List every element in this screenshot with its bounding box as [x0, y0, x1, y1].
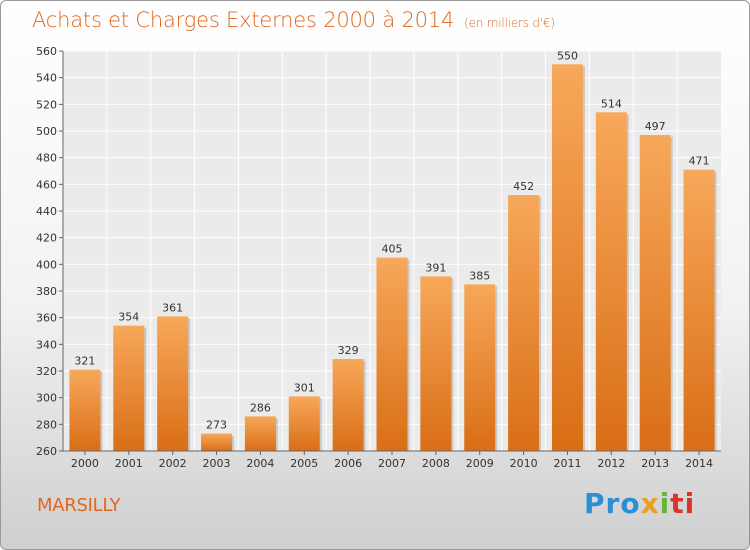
x-tick-label: 2009: [466, 457, 494, 470]
logo-part-1: Pro: [584, 487, 641, 520]
x-tick-label: 2012: [597, 457, 625, 470]
bar-2014: [683, 169, 715, 451]
data-label: 497: [645, 120, 666, 133]
data-label: 405: [382, 243, 403, 256]
x-tick-label: 2014: [685, 457, 713, 470]
data-label: 321: [74, 355, 95, 368]
y-tick-label: 560: [36, 45, 57, 58]
x-tick-label: 2010: [510, 457, 538, 470]
x-tick-label: 2005: [290, 457, 318, 470]
bar-2001: [113, 325, 145, 451]
x-tick-label: 2011: [553, 457, 581, 470]
logo-part-3: i: [659, 487, 671, 520]
logo-part-4: ti: [670, 487, 696, 520]
data-label: 471: [689, 155, 710, 168]
data-label: 301: [294, 381, 315, 394]
y-tick-label: 360: [36, 312, 57, 325]
data-label: 329: [338, 344, 359, 357]
bar-2010: [508, 195, 540, 451]
y-tick-label: 520: [36, 98, 57, 111]
y-tick-label: 400: [36, 258, 57, 271]
bar-2012: [595, 112, 627, 451]
bar-2000: [69, 369, 101, 451]
y-tick-label: 300: [36, 392, 57, 405]
place-name: MARSILLY: [37, 495, 121, 516]
label-layer: 260 280 300 320 340 360 380 400 420 440 460 480 500 5…: [36, 45, 713, 470]
axis-layer: [59, 50, 721, 455]
x-tick-label: 2001: [115, 457, 143, 470]
data-label: 286: [250, 401, 271, 414]
bar-2009: [464, 284, 496, 451]
data-label: 452: [513, 180, 534, 193]
logo-part-2: x: [640, 487, 660, 520]
bar-2005: [288, 396, 320, 451]
data-label: 385: [469, 269, 490, 282]
bar-2013: [639, 135, 671, 451]
bar-2008: [420, 276, 452, 451]
bar-2002: [157, 316, 189, 451]
x-tick-label: 2007: [378, 457, 406, 470]
data-label: 391: [425, 261, 446, 274]
bar-2004: [244, 416, 276, 451]
bar-2006: [332, 359, 364, 451]
bar-2011: [551, 64, 583, 452]
data-label: 354: [118, 311, 139, 324]
x-tick-label: 2003: [203, 457, 231, 470]
y-tick-label: 540: [36, 72, 57, 85]
x-tick-label: 2013: [641, 457, 669, 470]
unit-label: (en milliers d'€): [464, 16, 555, 30]
x-tick-label: 2004: [246, 457, 274, 470]
x-tick-label: 2002: [159, 457, 187, 470]
y-tick-label: 320: [36, 365, 57, 378]
data-label: 273: [206, 419, 227, 432]
proxiti-logo: Proxiti: [584, 487, 695, 520]
data-label: 514: [601, 97, 622, 110]
y-tick-label: 420: [36, 232, 57, 245]
data-label: 361: [162, 301, 183, 314]
y-tick-label: 480: [36, 152, 57, 165]
x-tick-label: 2000: [71, 457, 99, 470]
chart-title: Achats et Charges Externes 2000 à 2014 (e…: [32, 8, 555, 32]
y-tick-label: 500: [36, 125, 57, 138]
title-text: Achats et Charges Externes 2000 à 2014: [32, 8, 455, 32]
bar-2007: [376, 257, 408, 451]
y-tick-label: 380: [36, 285, 57, 298]
y-tick-label: 260: [36, 445, 57, 458]
y-tick-label: 460: [36, 178, 57, 191]
x-tick-label: 2006: [334, 457, 362, 470]
x-tick-label: 2008: [422, 457, 450, 470]
y-tick-label: 440: [36, 205, 57, 218]
data-label: 550: [557, 49, 578, 62]
bar-layer: [69, 64, 717, 452]
y-tick-label: 280: [36, 418, 57, 431]
bar-2003: [201, 433, 233, 451]
y-tick-label: 340: [36, 338, 57, 351]
